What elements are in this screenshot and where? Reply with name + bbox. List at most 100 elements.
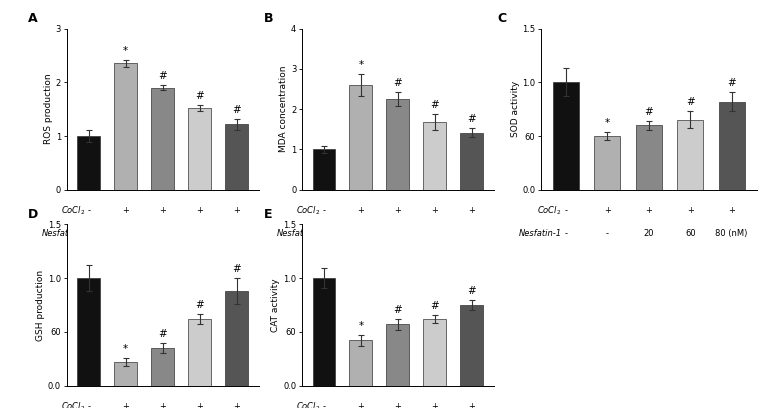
Bar: [188, 319, 211, 386]
Y-axis label: GSH production: GSH production: [36, 269, 45, 341]
Text: +: +: [122, 206, 129, 215]
Text: +: +: [468, 402, 475, 408]
Bar: [460, 133, 483, 190]
Text: #: #: [158, 71, 167, 81]
Bar: [350, 85, 372, 190]
Text: CoCl$_2$: CoCl$_2$: [60, 400, 85, 408]
Bar: [350, 340, 372, 386]
Text: #: #: [467, 115, 476, 124]
Bar: [423, 319, 446, 386]
Text: 80 (nM): 80 (nM): [456, 229, 488, 238]
Text: #: #: [430, 301, 439, 310]
Text: -: -: [322, 229, 325, 238]
Text: +: +: [196, 206, 203, 215]
Text: +: +: [358, 206, 365, 215]
Text: Nesfatin-1: Nesfatin-1: [42, 229, 85, 238]
Y-axis label: SOD activity: SOD activity: [510, 81, 520, 137]
Text: -: -: [124, 229, 127, 238]
Bar: [151, 88, 174, 190]
Text: #: #: [394, 78, 402, 88]
Y-axis label: CAT activity: CAT activity: [271, 278, 281, 332]
Text: CoCl$_2$: CoCl$_2$: [296, 400, 321, 408]
Text: C: C: [498, 12, 507, 25]
Text: A: A: [28, 12, 38, 25]
Text: #: #: [430, 100, 439, 110]
Text: #: #: [232, 105, 241, 115]
Text: Nesfatin-1: Nesfatin-1: [518, 229, 561, 238]
Text: *: *: [123, 344, 129, 354]
Bar: [387, 99, 409, 190]
Bar: [677, 120, 703, 190]
Text: -: -: [322, 206, 325, 215]
Bar: [114, 64, 137, 190]
Text: *: *: [358, 321, 364, 331]
Bar: [151, 348, 174, 386]
Text: #: #: [686, 97, 695, 107]
Bar: [313, 149, 336, 190]
Text: +: +: [687, 206, 694, 215]
Text: +: +: [159, 402, 166, 408]
Bar: [313, 278, 336, 386]
Text: 20: 20: [158, 229, 168, 238]
Text: 60: 60: [685, 229, 695, 238]
Text: #: #: [728, 78, 736, 88]
Text: 60: 60: [194, 229, 205, 238]
Bar: [78, 278, 100, 386]
Text: +: +: [233, 402, 240, 408]
Text: +: +: [394, 206, 401, 215]
Bar: [188, 108, 211, 190]
Bar: [225, 124, 248, 190]
Y-axis label: ROS production: ROS production: [44, 74, 53, 144]
Text: #: #: [394, 305, 402, 315]
Bar: [423, 122, 446, 190]
Text: #: #: [195, 91, 204, 101]
Bar: [387, 324, 409, 386]
Text: +: +: [468, 206, 475, 215]
Text: +: +: [122, 402, 129, 408]
Bar: [225, 291, 248, 386]
Bar: [460, 305, 483, 386]
Text: #: #: [232, 264, 241, 274]
Text: -: -: [87, 402, 90, 408]
Text: 20: 20: [393, 229, 403, 238]
Text: *: *: [604, 118, 610, 128]
Text: -: -: [606, 229, 609, 238]
Text: #: #: [644, 107, 653, 117]
Bar: [114, 362, 137, 386]
Text: +: +: [394, 402, 401, 408]
Text: -: -: [359, 229, 362, 238]
Text: +: +: [645, 206, 652, 215]
Text: E: E: [263, 208, 272, 221]
Text: +: +: [196, 402, 203, 408]
Text: +: +: [728, 206, 735, 215]
Text: -: -: [87, 206, 90, 215]
Bar: [553, 82, 579, 190]
Text: CoCl$_2$: CoCl$_2$: [60, 204, 85, 217]
Text: *: *: [123, 46, 129, 55]
Text: #: #: [195, 299, 204, 310]
Bar: [594, 136, 620, 190]
Text: +: +: [159, 206, 166, 215]
Text: D: D: [28, 208, 38, 221]
Text: -: -: [87, 229, 90, 238]
Text: +: +: [233, 206, 240, 215]
Bar: [719, 102, 745, 190]
Text: 80 (nM): 80 (nM): [220, 229, 252, 238]
Y-axis label: MDA concentration: MDA concentration: [279, 66, 289, 153]
Bar: [636, 125, 662, 190]
Text: +: +: [604, 206, 611, 215]
Text: -: -: [564, 229, 568, 238]
Text: CoCl$_2$: CoCl$_2$: [296, 204, 321, 217]
Bar: [78, 136, 100, 190]
Text: Nesfatin-1: Nesfatin-1: [278, 229, 321, 238]
Text: -: -: [322, 402, 325, 408]
Text: 20: 20: [644, 229, 654, 238]
Text: +: +: [431, 206, 438, 215]
Text: #: #: [158, 328, 167, 339]
Text: 80 (nM): 80 (nM): [716, 229, 748, 238]
Text: B: B: [263, 12, 273, 25]
Text: CoCl$_2$: CoCl$_2$: [537, 204, 561, 217]
Text: +: +: [431, 402, 438, 408]
Text: #: #: [467, 286, 476, 295]
Text: 60: 60: [430, 229, 440, 238]
